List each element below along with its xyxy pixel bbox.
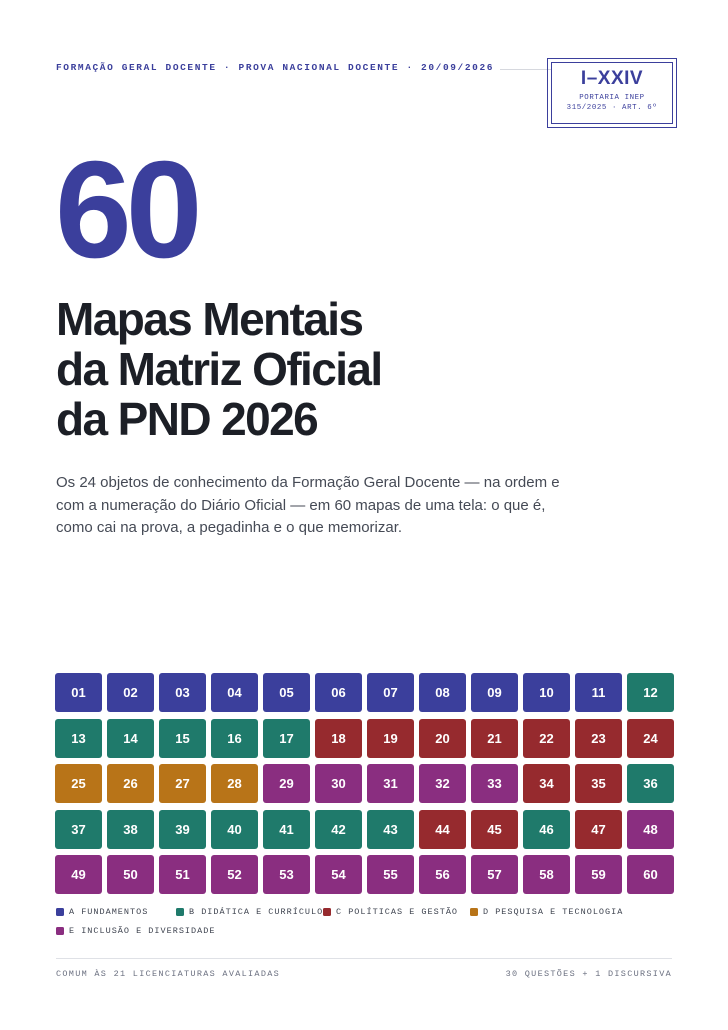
map-tile: 59	[575, 855, 622, 894]
header-kicker: FORMAÇÃO GERAL DOCENTE · PROVA NACIONAL …	[56, 62, 495, 73]
map-tile: 46	[523, 809, 570, 849]
map-tile: 20	[419, 718, 466, 758]
map-tile: 43	[367, 809, 414, 849]
map-tile-grid: 01 02 03 04 05 06 07 08 09 10 11 12 13 14 15 16 17 18 19 20…	[55, 673, 674, 894]
map-tile: 10	[523, 673, 570, 712]
map-tile: 54	[315, 855, 362, 894]
map-tile: 04	[211, 673, 258, 712]
map-tile: 17	[263, 718, 310, 758]
legend-swatch	[176, 908, 184, 916]
map-tile: 05	[263, 673, 310, 712]
map-tile: 06	[315, 673, 362, 712]
map-tile: 34	[523, 764, 570, 803]
map-tile: 58	[523, 855, 570, 894]
legend-item: E INCLUSÃO E DIVERSIDADE	[56, 926, 215, 936]
map-tile: 23	[575, 718, 622, 758]
map-tile: 30	[315, 764, 362, 803]
map-tile: 14	[107, 718, 154, 758]
map-tile: 44	[419, 809, 466, 849]
map-tile: 11	[575, 673, 622, 712]
map-tile: 60	[627, 855, 674, 894]
map-tile: 49	[55, 855, 102, 894]
map-tile: 01	[55, 673, 102, 712]
map-tile: 55	[367, 855, 414, 894]
header-rule	[500, 69, 552, 70]
map-tile: 56	[419, 855, 466, 894]
map-tile: 08	[419, 673, 466, 712]
legend-label: D PESQUISA E TECNOLOGIA	[483, 907, 624, 917]
title-line-1: Mapas Mentais	[56, 293, 364, 345]
map-tile: 50	[107, 855, 154, 894]
legend-item: B DIDÁTICA E CURRÍCULO	[176, 907, 323, 917]
map-tile: 07	[367, 673, 414, 712]
map-tile: 16	[211, 718, 258, 758]
map-tile: 25	[55, 764, 102, 803]
map-tile: 29	[263, 764, 310, 803]
hero-number: 60	[55, 133, 202, 287]
legend-item: C POLÍTICAS E GESTÃO	[323, 907, 458, 917]
map-tile: 45	[471, 809, 518, 849]
map-tile: 35	[575, 764, 622, 803]
map-tile: 15	[159, 718, 206, 758]
legend-swatch	[323, 908, 331, 916]
map-tile: 03	[159, 673, 206, 712]
page-description: Os 24 objetos de conhecimento da Formaçã…	[56, 474, 560, 536]
legend-label: A FUNDAMENTOS	[69, 907, 149, 917]
title-line-2: da Matriz Oficial	[56, 343, 383, 395]
ordinance-stamp: I–XXIV PORTARIA INEP 315/2025 · ART. 6º	[547, 58, 677, 128]
map-tile: 32	[419, 764, 466, 803]
map-tile: 36	[627, 764, 674, 803]
map-tile: 38	[107, 809, 154, 849]
map-tile: 57	[471, 855, 518, 894]
page-title: Mapas Mentais da Matriz Oficial da PND 2…	[56, 294, 656, 444]
map-tile: 09	[471, 673, 518, 712]
legend-label: C POLÍTICAS E GESTÃO	[336, 907, 459, 917]
map-tile: 13	[55, 718, 102, 758]
map-tile: 18	[315, 718, 362, 758]
stamp-frame: I–XXIV PORTARIA INEP 315/2025 · ART. 6º	[551, 62, 673, 124]
legend-label: E INCLUSÃO E DIVERSIDADE	[69, 926, 216, 936]
map-tile: 02	[107, 673, 154, 712]
map-tile: 52	[211, 855, 258, 894]
map-tile: 21	[471, 718, 518, 758]
map-tile: 24	[627, 718, 674, 758]
map-tile: 12	[627, 673, 674, 712]
map-tile: 31	[367, 764, 414, 803]
header-bar: FORMAÇÃO GERAL DOCENTE · PROVA NACIONAL …	[56, 62, 672, 76]
map-tile: 26	[107, 764, 154, 803]
map-tile: 27	[159, 764, 206, 803]
legend-item: A FUNDAMENTOS	[56, 907, 148, 917]
map-tile: 42	[315, 809, 362, 849]
stamp-roman-range: I–XXIV	[580, 68, 644, 89]
map-tile: 39	[159, 809, 206, 849]
map-tile: 51	[159, 855, 206, 894]
legend-swatch	[470, 908, 478, 916]
stamp-line-2: 315/2025 · ART. 6º	[566, 103, 658, 112]
map-tile: 48	[627, 809, 674, 849]
legend-label: B DIDÁTICA E CURRÍCULO	[189, 907, 324, 917]
legend-swatch	[56, 908, 64, 916]
title-line-3: da PND 2026	[56, 393, 319, 445]
map-tile: 28	[211, 764, 258, 803]
map-tile: 41	[263, 809, 310, 849]
stamp-line-1: PORTARIA INEP	[579, 94, 645, 102]
map-tile: 40	[211, 809, 258, 849]
legend-item: D PESQUISA E TECNOLOGIA	[470, 907, 623, 917]
map-tile: 47	[575, 809, 622, 849]
legend-swatch	[56, 927, 64, 935]
map-tile: 37	[55, 809, 102, 849]
map-tile: 33	[471, 764, 518, 803]
map-tile: 22	[523, 718, 570, 758]
map-tile: 53	[263, 855, 310, 894]
footer-divider	[56, 958, 672, 959]
map-tile: 19	[367, 718, 414, 758]
footer-left-note: COMUM ÀS 21 LICENCIATURAS AVALIADAS	[56, 969, 281, 979]
footer-right-note: 30 QUESTÕES + 1 DISCURSIVA	[505, 969, 672, 979]
